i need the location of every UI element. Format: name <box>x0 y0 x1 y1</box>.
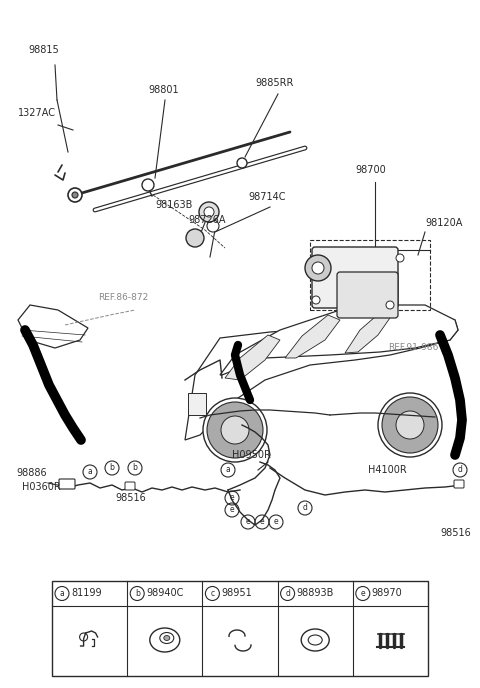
Circle shape <box>68 188 82 202</box>
Text: 98815: 98815 <box>28 45 59 55</box>
Polygon shape <box>225 335 280 380</box>
Polygon shape <box>345 310 392 353</box>
Circle shape <box>312 262 324 274</box>
Polygon shape <box>18 305 88 348</box>
Circle shape <box>312 296 320 304</box>
Text: a: a <box>226 466 230 475</box>
Text: 1327AC: 1327AC <box>18 108 56 118</box>
Text: a: a <box>60 589 64 598</box>
Ellipse shape <box>308 635 322 645</box>
Circle shape <box>207 402 263 458</box>
Text: 98516: 98516 <box>115 493 146 503</box>
FancyBboxPatch shape <box>337 272 398 318</box>
Text: 81199: 81199 <box>71 588 102 599</box>
Text: H0950R: H0950R <box>232 450 271 460</box>
Circle shape <box>386 301 394 309</box>
Text: 98516: 98516 <box>440 528 471 538</box>
Circle shape <box>237 158 247 168</box>
Text: b: b <box>109 464 114 473</box>
Text: b: b <box>132 464 137 473</box>
Circle shape <box>396 254 404 262</box>
FancyBboxPatch shape <box>454 480 464 488</box>
Text: d: d <box>457 466 462 475</box>
Text: e: e <box>260 517 264 526</box>
Circle shape <box>199 202 219 222</box>
Circle shape <box>204 207 214 217</box>
Text: 98120A: 98120A <box>425 218 462 228</box>
Polygon shape <box>185 315 458 440</box>
Circle shape <box>221 416 249 444</box>
Text: 98726A: 98726A <box>188 215 226 225</box>
Text: e: e <box>230 493 234 502</box>
Bar <box>188 393 206 415</box>
Text: b: b <box>135 589 140 598</box>
Circle shape <box>186 229 204 247</box>
Text: 98970: 98970 <box>372 588 403 599</box>
Text: e: e <box>230 506 234 515</box>
Text: e: e <box>360 589 365 598</box>
Circle shape <box>382 397 438 453</box>
Ellipse shape <box>150 628 180 652</box>
Circle shape <box>72 192 78 198</box>
Polygon shape <box>220 305 458 375</box>
Text: e: e <box>274 517 278 526</box>
Text: e: e <box>246 517 250 526</box>
Circle shape <box>305 255 331 281</box>
Circle shape <box>203 398 267 462</box>
Text: 98714C: 98714C <box>248 192 286 202</box>
Text: H0360R: H0360R <box>22 482 61 492</box>
Circle shape <box>396 411 424 439</box>
Text: REF.91-986: REF.91-986 <box>388 343 438 352</box>
FancyBboxPatch shape <box>312 247 398 308</box>
Text: d: d <box>285 589 290 598</box>
Text: d: d <box>302 504 307 513</box>
Ellipse shape <box>160 632 174 643</box>
Ellipse shape <box>301 629 329 651</box>
Ellipse shape <box>164 636 170 641</box>
Text: 98886: 98886 <box>16 468 47 478</box>
Text: 98951: 98951 <box>221 588 252 599</box>
Text: 98801: 98801 <box>148 85 179 95</box>
Text: H4100R: H4100R <box>368 465 407 475</box>
Text: 98940C: 98940C <box>146 588 183 599</box>
Circle shape <box>142 179 154 191</box>
FancyBboxPatch shape <box>125 482 135 490</box>
Bar <box>52 581 428 676</box>
Text: REF.86-872: REF.86-872 <box>98 293 148 302</box>
Polygon shape <box>285 315 340 358</box>
Circle shape <box>207 220 219 232</box>
Bar <box>310 240 430 310</box>
Circle shape <box>378 393 442 457</box>
Text: 98893B: 98893B <box>297 588 334 599</box>
Text: c: c <box>210 589 215 598</box>
Text: 98163B: 98163B <box>155 200 192 210</box>
FancyBboxPatch shape <box>59 479 75 489</box>
Text: 9885RR: 9885RR <box>255 78 293 88</box>
Text: 98700: 98700 <box>355 165 386 175</box>
Text: a: a <box>88 468 92 477</box>
